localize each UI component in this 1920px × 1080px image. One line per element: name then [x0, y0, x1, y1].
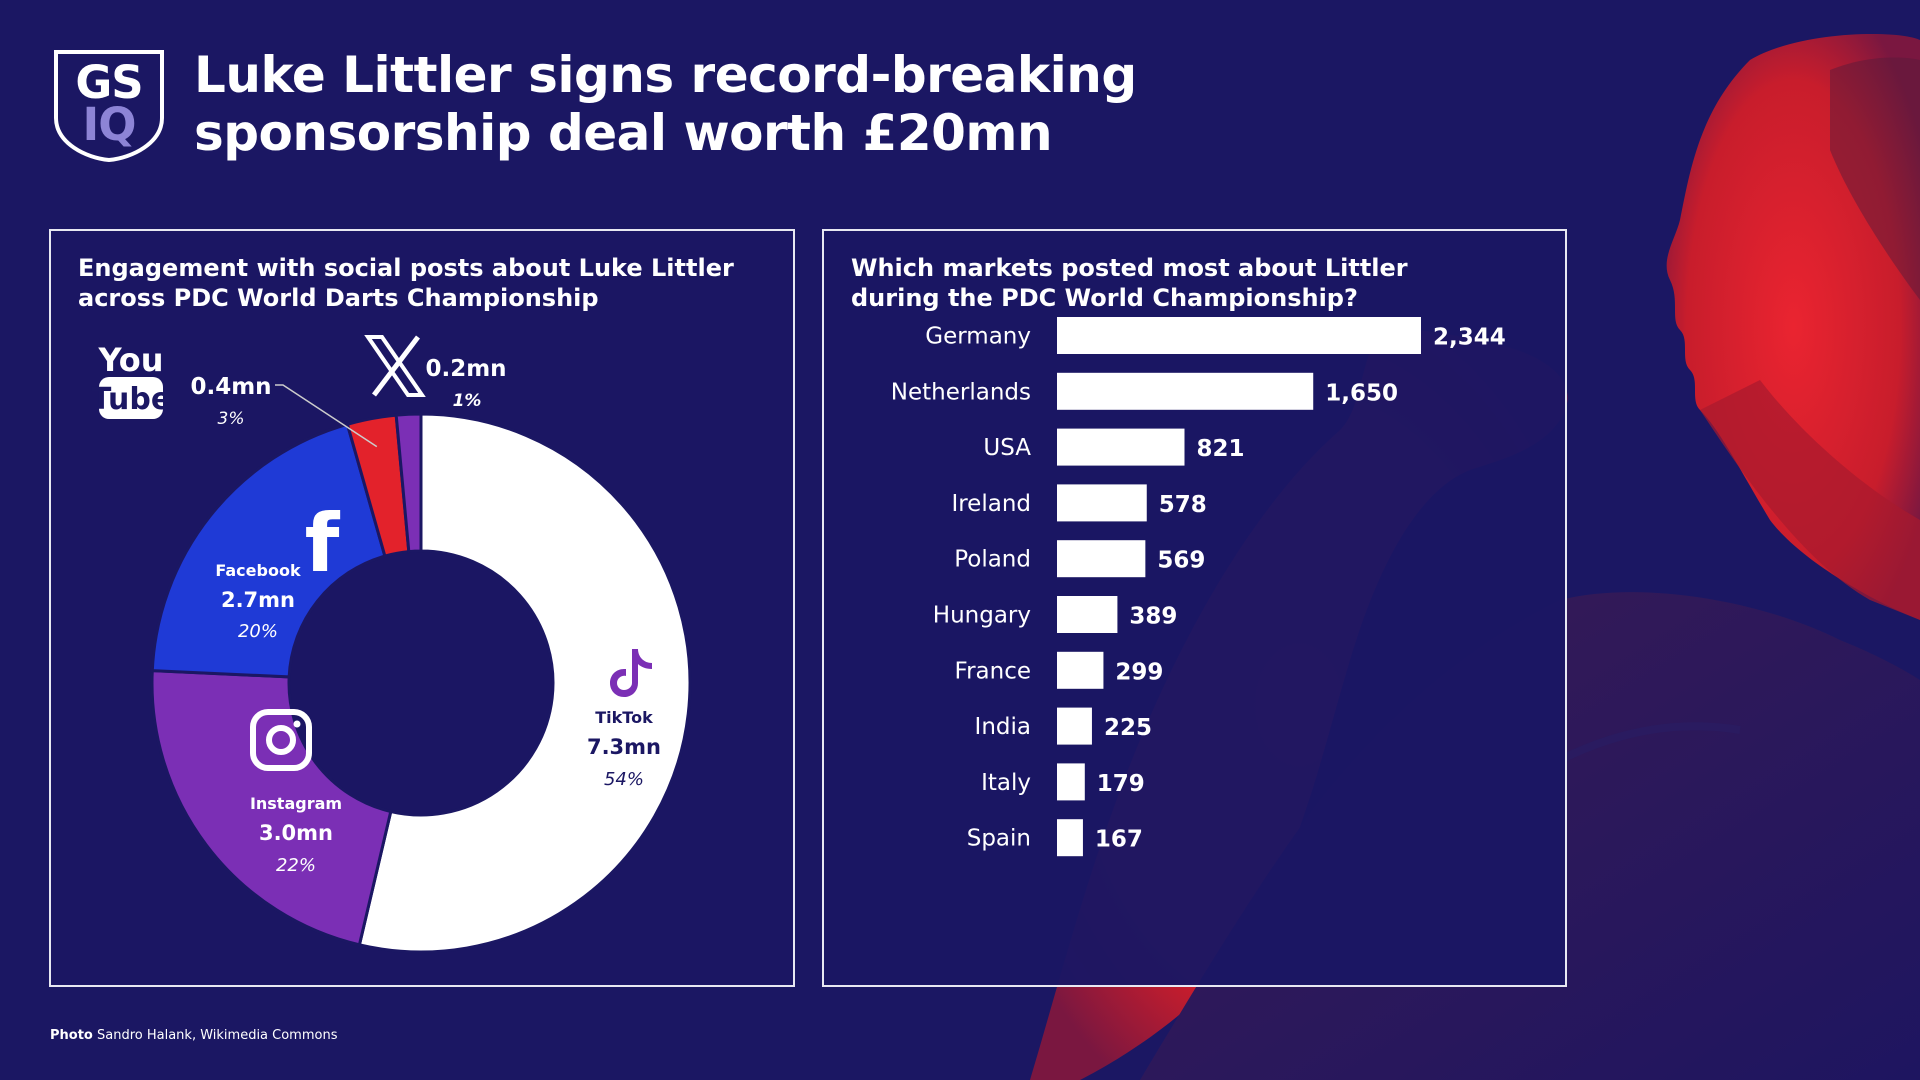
title-line-2: sponsorship deal worth £20mn [194, 104, 1053, 162]
logo-shield-icon [54, 50, 164, 163]
bar-country-label: Ireland [951, 491, 1031, 517]
bar-germany [1057, 317, 1421, 354]
youtube-leader-line [275, 384, 378, 448]
x-icon [364, 335, 426, 397]
engagement-panel-title: Engagement with social posts about Luke … [78, 253, 734, 313]
bar-country-label: Netherlands [891, 379, 1031, 405]
markets-title-line-1: Which markets posted most about Littler [851, 254, 1408, 282]
bar-netherlands [1057, 372, 1314, 410]
bar-value-label: 1,650 [1325, 380, 1398, 406]
title-line-1: Luke Littler signs record-breaking [194, 46, 1137, 104]
slice-tiktok [357, 412, 692, 954]
gsiq-logo: GS IQ [52, 48, 166, 163]
tiktok-icon [610, 649, 652, 697]
bar-value-label: 299 [1115, 659, 1163, 685]
slice-facebook [150, 422, 387, 679]
facebook-icon: f [305, 497, 341, 590]
markets-panel: Which markets posted most about Littler … [822, 229, 1567, 987]
photo-credit-label: Photo [50, 1028, 93, 1043]
youtube-pct-label: 3% [218, 409, 245, 429]
engagement-title-line-1: Engagement with social posts about Luke … [78, 254, 734, 282]
svg-text:Tube: Tube [91, 382, 171, 417]
bar-country-label: India [975, 714, 1031, 740]
markets-bar-chart: Germany 2,344 Netherlands 1,650 USA 821 Irelan… [891, 317, 1506, 857]
instagram-value-label: 3.0mn [259, 821, 333, 845]
bar-india [1057, 707, 1092, 745]
photo-credit: Photo Sandro Halank, Wikimedia Commons [50, 1028, 337, 1043]
engagement-title-line-2: across PDC World Darts Championship [78, 284, 599, 312]
facebook-name-label: Facebook [215, 561, 301, 580]
bar-country-label: Poland [954, 547, 1031, 573]
tiktok-value-label: 7.3mn [587, 735, 661, 759]
bar-spain [1057, 819, 1083, 857]
bar-country-label: Germany [925, 324, 1031, 350]
bar-country-label: USA [983, 435, 1031, 461]
markets-panel-title: Which markets posted most about Littler … [851, 253, 1408, 313]
slice-instagram [150, 669, 393, 947]
bar-country-label: Hungary [933, 603, 1031, 629]
bar-value-label: 578 [1159, 492, 1207, 518]
markets-title-line-2: during the PDC World Championship? [851, 284, 1358, 312]
instagram-pct-label: 22% [276, 855, 316, 876]
page-title: Luke Littler signs record-breaking spons… [194, 46, 1137, 162]
bar-hungary [1057, 596, 1118, 633]
svg-text:You: You [98, 341, 164, 379]
instagram-name-label: Instagram [250, 794, 342, 813]
photo-credit-text: Sandro Halank, Wikimedia Commons [97, 1028, 338, 1043]
bar-country-label: France [955, 658, 1031, 684]
logo-gs-text: GS [75, 56, 143, 109]
x-value-label: 0.2mn [425, 356, 506, 382]
tiktok-pct-label: 54% [604, 769, 644, 790]
bar-poland [1057, 540, 1146, 578]
slice-x [394, 412, 423, 554]
bar-country-label: Italy [981, 770, 1031, 796]
bar-value-label: 821 [1196, 436, 1244, 462]
facebook-pct-label: 20% [238, 621, 278, 642]
bar-italy [1057, 763, 1085, 801]
bar-value-label: 179 [1097, 771, 1145, 797]
bar-value-label: 225 [1104, 715, 1152, 741]
bar-ireland [1057, 484, 1147, 522]
bar-value-label: 389 [1129, 604, 1177, 630]
bar-value-label: 569 [1157, 548, 1205, 574]
bar-france [1057, 651, 1104, 689]
instagram-icon [250, 709, 312, 771]
facebook-value-label: 2.7mn [221, 588, 295, 612]
youtube-value-label: 0.4mn [190, 374, 271, 400]
bar-value-label: 167 [1095, 827, 1143, 853]
tiktok-name-label: TikTok [595, 708, 653, 727]
bar-value-label: 2,344 [1433, 325, 1506, 351]
bar-usa [1057, 428, 1185, 466]
logo-iq-text: IQ [82, 98, 137, 151]
engagement-panel: Engagement with social posts about Luke … [49, 229, 795, 987]
engagement-donut-chart: TikTok 7.3mn 54% Instagram 3.0mn 22% fFacebook… [91, 335, 692, 954]
x-pct-label: 1% [453, 391, 482, 411]
bar-country-label: Spain [967, 826, 1031, 852]
